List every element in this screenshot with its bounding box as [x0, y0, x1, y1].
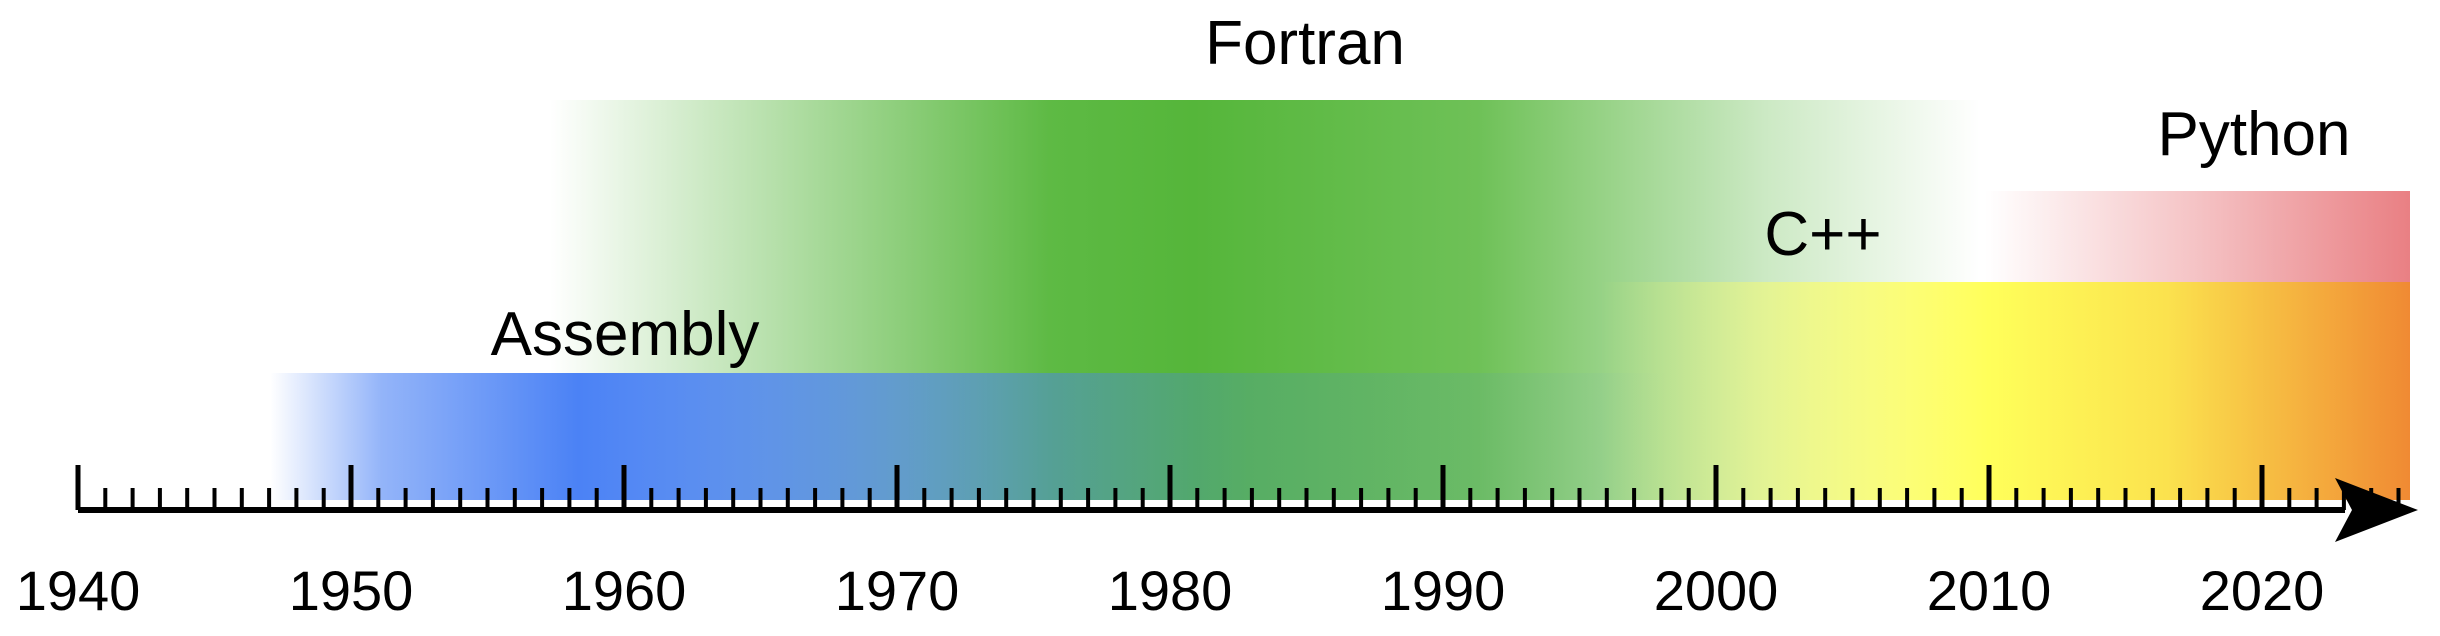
- year-label-1970: 1970: [835, 559, 960, 622]
- year-labels: 1940 1950 1960 1970 1980 1990 2000 2010 …: [16, 559, 2325, 622]
- year-label-2010: 2010: [1927, 559, 2052, 622]
- year-label-2000: 2000: [1654, 559, 1779, 622]
- year-label-1950: 1950: [289, 559, 414, 622]
- year-label-1940: 1940: [16, 559, 141, 622]
- cpp-label: C++: [1764, 200, 1881, 269]
- year-label-2020: 2020: [2200, 559, 2325, 622]
- year-label-1960: 1960: [562, 559, 687, 622]
- assembly-label: Assembly: [491, 300, 760, 369]
- year-axis: [78, 478, 2418, 542]
- assembly-bar: [270, 373, 1670, 500]
- year-label-1980: 1980: [1108, 559, 1233, 622]
- fortran-label: Fortran: [1205, 9, 1405, 78]
- python-label: Python: [2157, 100, 2350, 169]
- year-label-1990: 1990: [1381, 559, 1506, 622]
- cpp-bar: [1600, 282, 2410, 500]
- axis-arrowhead: [2335, 478, 2418, 542]
- axis-ticks: [75, 465, 2401, 510]
